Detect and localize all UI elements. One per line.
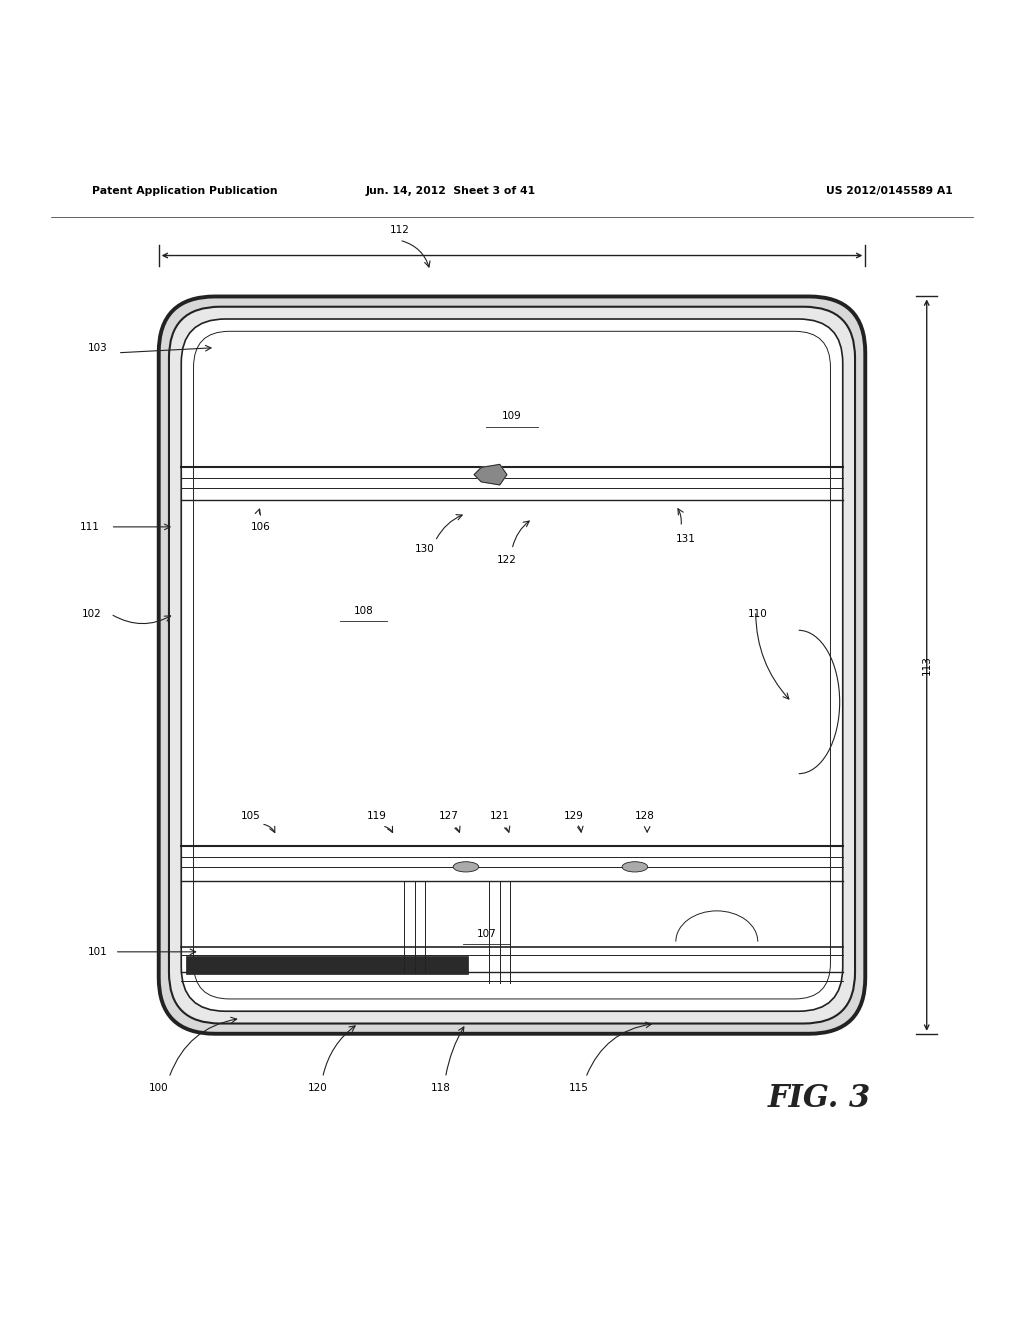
Bar	[186, 956, 468, 974]
FancyBboxPatch shape	[169, 306, 855, 1023]
Text: 113: 113	[922, 655, 932, 675]
Text: 105: 105	[241, 810, 261, 821]
Text: 102: 102	[82, 609, 102, 619]
Text: 120: 120	[307, 1082, 328, 1093]
Text: 130: 130	[415, 544, 435, 554]
Text: 127: 127	[438, 810, 459, 821]
Text: Patent Application Publication: Patent Application Publication	[92, 186, 278, 195]
Text: US 2012/0145589 A1: US 2012/0145589 A1	[825, 186, 952, 195]
Text: 107: 107	[476, 929, 497, 940]
FancyBboxPatch shape	[181, 319, 843, 1011]
Text: 129: 129	[563, 810, 584, 821]
Polygon shape	[474, 465, 507, 484]
Text: FIG. 3: FIG. 3	[768, 1082, 870, 1114]
Text: 118: 118	[430, 1082, 451, 1093]
Text: 115: 115	[568, 1082, 589, 1093]
Text: 131: 131	[676, 535, 696, 544]
Text: 111: 111	[80, 521, 100, 532]
Text: Jun. 14, 2012  Sheet 3 of 41: Jun. 14, 2012 Sheet 3 of 41	[366, 186, 536, 195]
FancyBboxPatch shape	[159, 297, 865, 1034]
Text: 112: 112	[389, 224, 410, 235]
Text: 128: 128	[635, 810, 655, 821]
Ellipse shape	[453, 862, 479, 873]
Text: 119: 119	[367, 810, 387, 821]
FancyBboxPatch shape	[194, 331, 830, 999]
Text: 121: 121	[489, 810, 510, 821]
Text: 103: 103	[87, 343, 108, 352]
Ellipse shape	[623, 862, 647, 873]
Text: 122: 122	[497, 554, 517, 565]
Text: 100: 100	[148, 1082, 169, 1093]
Text: 108: 108	[353, 606, 374, 616]
Text: 106: 106	[251, 521, 271, 532]
Text: 101: 101	[87, 946, 108, 957]
Text: 110: 110	[748, 609, 768, 619]
Text: 109: 109	[502, 412, 522, 421]
